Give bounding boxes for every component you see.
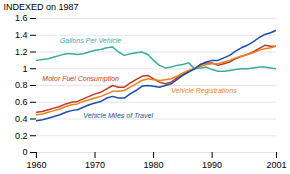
svg-text:Vehicle Registrations: Vehicle Registrations — [171, 87, 237, 95]
svg-text:0.8: 0.8 — [15, 80, 28, 90]
svg-text:1.6: 1.6 — [15, 13, 28, 23]
svg-text:Motor Fuel Consumption: Motor Fuel Consumption — [42, 75, 119, 83]
svg-text:0.2: 0.2 — [15, 131, 28, 141]
svg-text:1960: 1960 — [26, 160, 46, 170]
svg-text:Gallons Per Vehicle: Gallons Per Vehicle — [60, 37, 121, 44]
svg-text:0.4: 0.4 — [15, 114, 28, 124]
svg-text:Vehicle Miles of Travel: Vehicle Miles of Travel — [83, 112, 153, 119]
svg-text:0.6: 0.6 — [15, 97, 28, 107]
svg-text:1.4: 1.4 — [15, 30, 28, 40]
svg-text:1970: 1970 — [85, 160, 105, 170]
svg-text:1: 1 — [22, 64, 27, 74]
svg-text:1990: 1990 — [202, 160, 222, 170]
svg-text:INDEXED on 1987: INDEXED on 1987 — [4, 2, 79, 12]
svg-text:1980: 1980 — [144, 160, 164, 170]
svg-text:0: 0 — [22, 147, 27, 157]
svg-text:1.2: 1.2 — [15, 47, 28, 57]
svg-text:2001: 2001 — [266, 160, 286, 170]
